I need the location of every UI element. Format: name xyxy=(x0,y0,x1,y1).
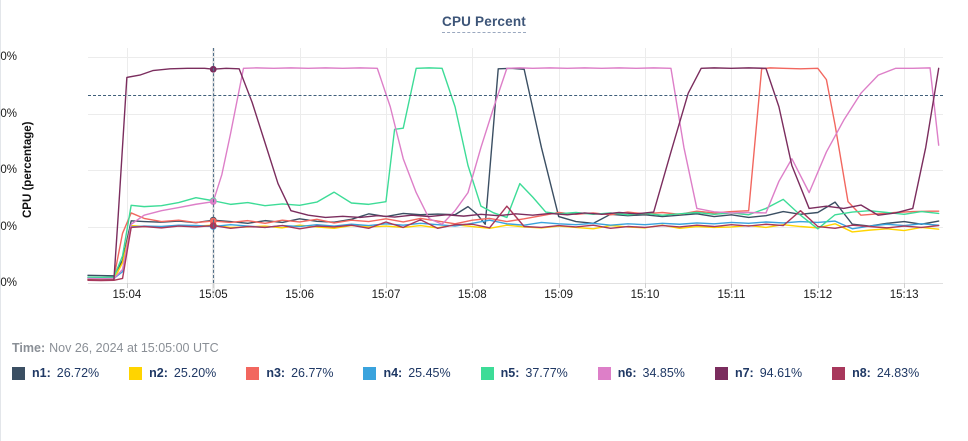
y-axis-tick-label: 100.0% xyxy=(0,51,17,64)
x-axis-tick-label: 15:06 xyxy=(285,289,314,301)
legend-series-value: 34.85% xyxy=(642,366,685,380)
legend-series-name: n1: xyxy=(32,366,51,380)
series-line-n5 xyxy=(87,67,940,279)
x-gridline xyxy=(299,48,301,283)
y-axis-tick-label: 0.0% xyxy=(0,277,17,289)
legend-color-swatch xyxy=(363,366,377,380)
page-left-border xyxy=(0,0,1,441)
x-gridline xyxy=(126,48,128,283)
readout-time: Time: Nov 26, 2024 at 15:05:00 UTC xyxy=(12,341,956,355)
readout-time-value: Nov 26, 2024 at 15:05:00 UTC xyxy=(49,341,219,355)
legend-series-name: n2: xyxy=(149,366,168,380)
y-axis-tick-label: 50.0% xyxy=(0,164,17,177)
x-gridline xyxy=(904,48,906,283)
x-axis-tick-mark xyxy=(558,283,560,288)
legend-color-swatch xyxy=(714,366,728,380)
y-gridline xyxy=(88,113,943,115)
legend-item-n7[interactable]: n7: 94.61% xyxy=(714,366,803,380)
tooltip-readout: Time: Nov 26, 2024 at 15:05:00 UTC n1: 26.… xyxy=(12,341,956,380)
x-gridline xyxy=(385,48,387,283)
x-axis-line xyxy=(88,283,943,284)
legend-series-value: 26.72% xyxy=(56,366,100,380)
legend-series-value: 25.20% xyxy=(173,366,217,380)
legend-color-swatch xyxy=(129,366,143,380)
x-gridline xyxy=(472,48,474,283)
series-line-n8 xyxy=(87,205,940,282)
x-axis-tick-label: 15:12 xyxy=(803,289,833,301)
chart-title-text: CPU Percent xyxy=(442,14,526,33)
legend-series-value: 24.83% xyxy=(876,366,920,380)
series-line-n2 xyxy=(87,223,940,281)
y-axis-tick-label: 25.0% xyxy=(0,220,17,233)
x-axis-tick-mark xyxy=(904,283,906,288)
y-gridline xyxy=(88,226,943,228)
x-axis-tick-label: 15:13 xyxy=(889,289,919,301)
x-axis-tick-label: 15:05 xyxy=(198,289,228,301)
legend-color-swatch xyxy=(832,366,846,380)
legend: n1: 26.72% n2: 25.20% n3: 26.77% n4: 25.45% n5: 3… xyxy=(12,366,956,380)
chart-title: CPU Percent xyxy=(0,14,968,33)
legend-item-n4[interactable]: n4: 25.45% xyxy=(363,366,451,380)
x-axis-tick-mark xyxy=(472,283,474,288)
x-axis-tick-mark xyxy=(817,283,819,288)
legend-series-name: n7: xyxy=(734,366,754,380)
cursor-line[interactable] xyxy=(213,48,215,283)
legend-series-name: n6: xyxy=(617,366,637,380)
legend-series-name: n5: xyxy=(500,366,520,380)
x-axis-tick-mark xyxy=(299,283,301,288)
legend-color-swatch xyxy=(480,366,494,380)
x-gridline xyxy=(817,48,819,283)
x-axis-tick-mark xyxy=(213,283,215,288)
legend-color-swatch xyxy=(246,366,260,380)
chart-plot-area[interactable] xyxy=(87,48,943,296)
x-axis-tick-label: 15:11 xyxy=(717,289,746,301)
legend-series-name: n8: xyxy=(852,366,871,380)
legend-series-value: 26.77% xyxy=(291,366,334,380)
legend-item-n8[interactable]: n8: 24.83% xyxy=(832,366,919,380)
x-axis-tick-label: 15:09 xyxy=(544,289,574,301)
legend-item-n3[interactable]: n3: 26.77% xyxy=(246,366,333,380)
legend-color-swatch xyxy=(12,366,25,380)
legend-series-value: 25.45% xyxy=(408,366,451,380)
legend-series-name: n3: xyxy=(266,366,286,380)
x-gridline xyxy=(645,48,647,283)
legend-item-n5[interactable]: n5: 37.77% xyxy=(480,366,568,380)
legend-item-n6[interactable]: n6: 34.85% xyxy=(597,366,685,380)
legend-series-value: 94.61% xyxy=(759,366,803,380)
y-gridline xyxy=(88,57,943,59)
x-axis-tick-label: 15:08 xyxy=(457,289,487,301)
y-axis-title: CPU (percentage) xyxy=(22,121,34,218)
readout-time-label: Time: xyxy=(12,341,46,355)
threshold-line xyxy=(88,95,943,97)
x-axis-tick-mark xyxy=(731,283,733,288)
x-gridline xyxy=(558,48,560,283)
legend-series-name: n4: xyxy=(383,366,403,380)
series-canvas xyxy=(87,65,940,282)
x-axis-tick-label: 15:10 xyxy=(630,289,660,301)
series-line-n1 xyxy=(87,67,940,277)
legend-item-n2[interactable]: n2: 25.20% xyxy=(129,366,216,380)
y-axis-tick-label: 75.0% xyxy=(0,107,17,120)
legend-color-swatch xyxy=(597,366,611,380)
series-line-n3 xyxy=(87,67,940,279)
x-axis-tick-label: 15:07 xyxy=(371,289,401,301)
series-line-n7 xyxy=(87,67,940,281)
x-axis-tick-mark xyxy=(126,283,128,288)
x-axis-tick-mark xyxy=(645,283,647,288)
x-gridline xyxy=(731,48,733,283)
x-axis-tick-label: 15:04 xyxy=(112,289,142,301)
series-line-n6 xyxy=(87,67,940,280)
legend-series-value: 37.77% xyxy=(525,366,568,380)
legend-item-n1[interactable]: n1: 26.72% xyxy=(12,366,99,380)
y-gridline xyxy=(88,170,943,172)
x-axis-tick-mark xyxy=(385,283,387,288)
